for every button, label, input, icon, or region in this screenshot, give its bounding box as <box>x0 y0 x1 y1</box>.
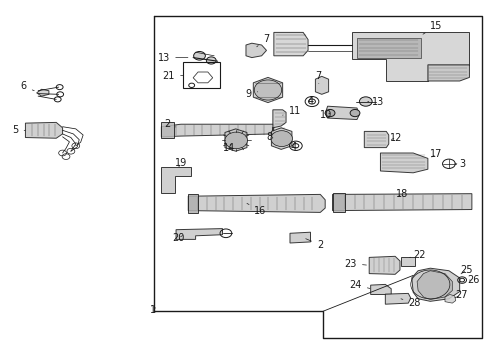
Text: 19: 19 <box>175 158 187 168</box>
Polygon shape <box>272 110 285 131</box>
Text: 13: 13 <box>367 96 383 107</box>
Polygon shape <box>332 194 471 211</box>
Text: 10: 10 <box>320 110 332 120</box>
Text: 12: 12 <box>389 132 402 143</box>
Text: 25: 25 <box>460 265 472 275</box>
Text: 21: 21 <box>163 71 183 81</box>
Text: 26: 26 <box>466 275 478 285</box>
Polygon shape <box>385 293 410 304</box>
Polygon shape <box>351 32 468 81</box>
Circle shape <box>224 132 247 149</box>
Text: 1: 1 <box>150 305 156 315</box>
Polygon shape <box>161 167 190 193</box>
Polygon shape <box>161 124 273 137</box>
Polygon shape <box>411 268 459 301</box>
Text: 5: 5 <box>12 125 25 135</box>
Text: 22: 22 <box>409 250 425 260</box>
Circle shape <box>325 109 334 117</box>
Polygon shape <box>224 129 246 151</box>
Circle shape <box>270 131 292 147</box>
Text: 28: 28 <box>400 298 420 308</box>
Polygon shape <box>253 77 282 103</box>
Bar <box>183 62 220 88</box>
Text: 14: 14 <box>222 143 234 153</box>
Text: 4: 4 <box>306 96 313 106</box>
Polygon shape <box>176 229 222 239</box>
Polygon shape <box>273 32 307 56</box>
Text: 15: 15 <box>422 21 442 34</box>
Text: 2: 2 <box>163 119 176 129</box>
Polygon shape <box>427 65 468 81</box>
Circle shape <box>359 97 371 106</box>
Polygon shape <box>325 106 359 120</box>
Text: 9: 9 <box>245 89 257 99</box>
Text: 17: 17 <box>429 149 442 159</box>
Polygon shape <box>332 193 344 212</box>
Text: 23: 23 <box>344 258 366 269</box>
Text: 20: 20 <box>172 233 184 243</box>
Polygon shape <box>315 76 328 94</box>
Text: 3: 3 <box>454 159 465 169</box>
Polygon shape <box>188 194 325 212</box>
Text: 18: 18 <box>395 189 407 199</box>
Polygon shape <box>368 256 399 274</box>
Text: 8: 8 <box>266 132 272 142</box>
Polygon shape <box>245 43 266 58</box>
Polygon shape <box>416 271 451 300</box>
Polygon shape <box>37 89 49 96</box>
Circle shape <box>254 80 281 100</box>
Circle shape <box>349 109 359 117</box>
Polygon shape <box>25 122 62 138</box>
Polygon shape <box>271 128 291 149</box>
Text: 16: 16 <box>246 203 266 216</box>
Polygon shape <box>188 194 198 213</box>
Polygon shape <box>400 257 414 266</box>
Text: 13: 13 <box>158 53 187 63</box>
Polygon shape <box>161 122 173 138</box>
Text: 24: 24 <box>349 280 369 290</box>
Text: 7: 7 <box>315 71 321 84</box>
Polygon shape <box>364 131 388 148</box>
Circle shape <box>193 51 205 60</box>
Polygon shape <box>380 153 427 173</box>
Polygon shape <box>444 294 455 303</box>
Text: 7: 7 <box>256 34 269 47</box>
Polygon shape <box>370 284 390 294</box>
Text: 2: 2 <box>305 239 323 250</box>
Bar <box>356 38 420 58</box>
Text: 4: 4 <box>290 141 297 152</box>
Polygon shape <box>289 232 310 243</box>
Text: 11: 11 <box>282 105 300 116</box>
Text: 27: 27 <box>454 290 467 300</box>
Text: 6: 6 <box>20 81 34 91</box>
Circle shape <box>206 57 216 64</box>
